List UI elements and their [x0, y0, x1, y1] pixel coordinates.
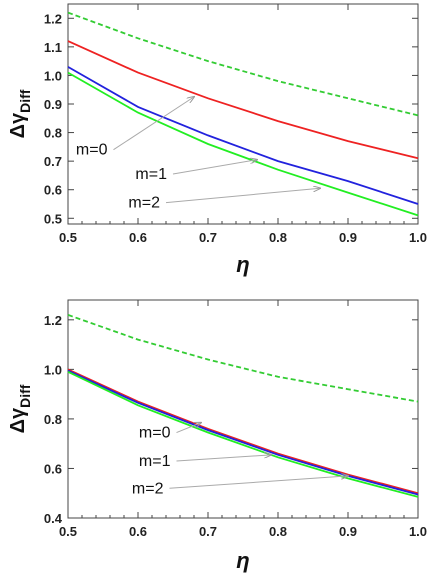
- y-tick-label: 0.7: [44, 154, 62, 169]
- x-tick-label: 0.7: [199, 524, 217, 539]
- x-tick-label: 1.0: [409, 230, 427, 245]
- annotation-arrow: [176, 423, 202, 433]
- series-line-1: [67, 368, 419, 495]
- annotation-label: m=2: [128, 195, 160, 212]
- y-tick-label: 0.8: [44, 126, 62, 141]
- annotation-label: m=1: [139, 453, 171, 470]
- y-tick-label: 0.5: [44, 211, 62, 226]
- x-tick-label: 0.9: [339, 230, 357, 245]
- x-tick-label: 0.5: [59, 230, 77, 245]
- x-tick-label: 1.0: [409, 524, 427, 539]
- y-tick-label: 0.6: [44, 183, 62, 198]
- annotation-arrow: [113, 97, 195, 151]
- chart-bottom: 0.5 0.6 0.7 0.8 0.9 1.0 0.4 0.6 0.8 1.0 1.2 η ΔγDiff…: [7, 299, 427, 573]
- y-axis-label-subscript: Diff: [17, 384, 33, 408]
- y-axis-label: ΔγDiff: [7, 89, 33, 138]
- y-tick-label: 1.1: [44, 40, 62, 55]
- y-tick-label: 1.0: [44, 68, 62, 83]
- x-tick-label: 0.6: [129, 524, 147, 539]
- series-line-0: [67, 11, 419, 117]
- x-tick-label: 0.8: [269, 230, 287, 245]
- series-line-2: [67, 66, 419, 205]
- y-tick-label: 1.0: [44, 362, 62, 377]
- x-axis-label: η: [236, 548, 249, 573]
- plot-frame: [67, 3, 419, 225]
- series-line-2: [67, 369, 419, 496]
- series-line-0: [67, 314, 419, 403]
- annotation-label: m=1: [135, 166, 167, 183]
- annotation-arrow: [169, 476, 349, 489]
- y-tick-label: 0.6: [44, 461, 62, 476]
- plot-frame: [67, 299, 419, 519]
- x-tick-label: 0.5: [59, 524, 77, 539]
- y-tick-label: 1.2: [44, 313, 62, 328]
- y-axis-label: ΔγDiff: [7, 384, 33, 433]
- x-tick-label: 0.9: [339, 524, 357, 539]
- y-tick-label: 1.2: [44, 11, 62, 26]
- series-line-1: [67, 40, 419, 160]
- annotation-arrow: [165, 188, 320, 204]
- annotation-label: m=0: [139, 425, 171, 442]
- series-line-3: [67, 370, 419, 498]
- annotation-arrow: [172, 160, 257, 175]
- y-tick-label: 0.8: [44, 412, 62, 427]
- chart-top: 0.5 0.6 0.7 0.8 0.9 1.0 0.5 0.6 0.7 0.8 0.9 1.0 1.1 1…: [7, 3, 427, 277]
- x-tick-label: 0.6: [129, 230, 147, 245]
- y-tick-label: 0.4: [44, 511, 63, 526]
- y-tick-label: 0.9: [44, 97, 62, 112]
- x-tick-label: 0.8: [269, 524, 287, 539]
- series-line-3: [67, 71, 419, 217]
- annotation-label: m=0: [76, 142, 108, 159]
- annotation-label: m=2: [132, 480, 164, 497]
- annotation-arrow: [176, 455, 272, 462]
- x-axis-label: η: [236, 252, 249, 277]
- x-tick-label: 0.7: [199, 230, 217, 245]
- y-axis-label-subscript: Diff: [17, 89, 33, 113]
